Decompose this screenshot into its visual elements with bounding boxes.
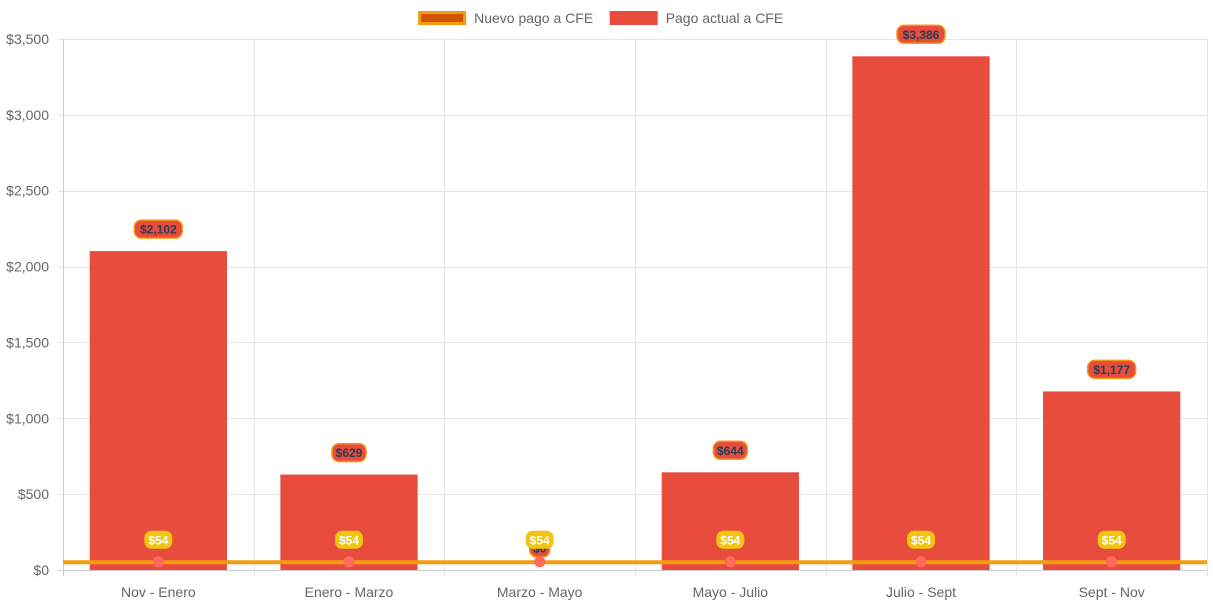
y-tick-label: $3,000 — [6, 107, 49, 123]
x-tick-label: Mayo - Julio — [693, 584, 769, 600]
bar-data-label: $3,386 — [896, 24, 946, 45]
line-point — [152, 556, 164, 568]
line-point — [915, 556, 927, 568]
line-data-label: $54 — [335, 530, 363, 549]
line-data-label-box — [1097, 530, 1126, 549]
bar-mayo-julio — [661, 472, 799, 570]
legend-item-nuevo-pago-a-cfe: Nuevo pago a CFE — [418, 10, 593, 26]
line-data-label-text: $54 — [1102, 533, 1122, 547]
bar-data-label-box — [133, 219, 184, 239]
line-data-label-box — [716, 530, 745, 549]
line-data-label: $54 — [907, 530, 935, 549]
y-axis-tick-labels: $0 $500 $1,000 $1,500 $2,000 $2,500 $3,000 $3,5… — [6, 31, 49, 578]
line-data-label-box — [144, 530, 173, 549]
line-data-label-text: $54 — [530, 533, 550, 547]
x-tick-label: Julio - Sept — [886, 584, 956, 600]
bar-data-label: $1,177 — [1086, 359, 1137, 380]
bar-julio-sept — [852, 56, 990, 571]
y-tick-label: $2,500 — [6, 183, 49, 199]
legend-swatch — [418, 11, 467, 25]
bar-data-label-box — [1086, 359, 1137, 380]
line-data-label-text: $54 — [148, 533, 168, 547]
line-data-label: $54 — [144, 530, 173, 549]
legend: Nuevo pago a CFE Pago actual a CFE — [418, 10, 784, 26]
bar-data-label-text: $1,177 — [1093, 363, 1130, 377]
bar-data-label: $2,102 — [133, 219, 184, 239]
bar-data-label-text: $3,386 — [903, 28, 940, 42]
line-point — [343, 556, 355, 568]
line-data-label-text: $54 — [911, 533, 931, 547]
legend-label: Nuevo pago a CFE — [474, 10, 593, 26]
line-series — [63, 556, 1207, 568]
y-tick-label: $0 — [33, 562, 49, 578]
y-tick-label: $500 — [18, 486, 49, 502]
line-data-label: $54 — [525, 530, 554, 549]
line-data-label: $54 — [1097, 530, 1126, 549]
x-tick-label: Sept - Nov — [1079, 584, 1145, 600]
y-tick-label: $3,500 — [6, 31, 49, 47]
line-point — [534, 556, 546, 568]
bar-data-label-box — [896, 24, 946, 45]
bar-data-label-text: $644 — [717, 444, 744, 458]
y-tick-label: $1,000 — [6, 410, 49, 426]
bar-data-label: $629 — [331, 442, 367, 463]
x-tick-label: Enero - Marzo — [305, 584, 394, 600]
legend-item-pago-actual-a-cfe: Pago actual a CFE — [609, 10, 784, 26]
line-point — [1106, 556, 1118, 568]
x-axis-tick-labels: Nov - Enero Enero - Marzo Marzo - Mayo Mayo… — [121, 584, 1145, 600]
line-data-labels: $54 $54 $54 $54 $54 $54 — [144, 530, 1126, 549]
line-data-label: $54 — [716, 530, 745, 549]
line-data-label-box — [907, 530, 935, 549]
line-data-label-box — [335, 530, 363, 549]
bar-data-label-text: $2,102 — [140, 223, 177, 237]
bar-data-label-box — [712, 440, 749, 461]
bar-data-labels: $2,102$629$0$644$3,386$1,177 — [133, 24, 1137, 558]
line-data-label-box — [525, 530, 554, 549]
bar-data-label-text: $629 — [336, 446, 363, 460]
legend-label: Pago actual a CFE — [666, 10, 784, 26]
bar-enero-marzo — [280, 474, 418, 570]
bar-nov-enero — [89, 251, 227, 571]
bar-data-label: $644 — [712, 440, 749, 461]
line-data-label-text: $54 — [720, 533, 740, 547]
grid — [58, 39, 1208, 576]
y-tick-label: $1,500 — [6, 334, 49, 350]
bar-data-label-box — [331, 442, 367, 463]
y-tick-label: $2,000 — [6, 259, 49, 275]
legend-swatch — [609, 11, 658, 25]
line-point — [724, 556, 736, 568]
x-tick-label: Marzo - Mayo — [497, 584, 583, 600]
x-tick-label: Nov - Enero — [121, 584, 196, 600]
line-data-label-text: $54 — [339, 533, 359, 547]
